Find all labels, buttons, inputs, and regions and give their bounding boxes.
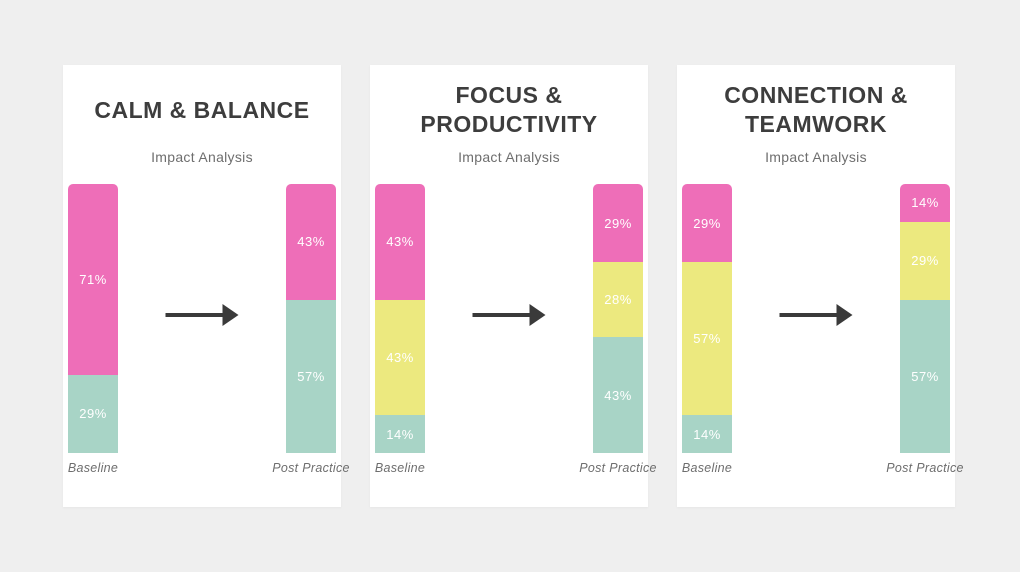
bar-segment-teal: 57% xyxy=(286,299,336,453)
arrow-head xyxy=(222,304,239,326)
bar-segment-teal: 43% xyxy=(593,337,643,453)
bar-segment-teal: 14% xyxy=(375,415,425,453)
arrow-line xyxy=(779,313,837,317)
baseline-label: Baseline xyxy=(374,461,426,475)
segment-percentage-label: 14% xyxy=(911,195,939,211)
segment-percentage-label: 43% xyxy=(386,234,414,250)
bar-segment-pink: 71% xyxy=(68,184,118,375)
bar-segment-teal: 29% xyxy=(68,374,118,453)
post-practice-bar: 29% 28% 43% xyxy=(593,184,643,453)
segment-percentage-label: 29% xyxy=(604,215,632,231)
axis-labels: Baseline Post Practice xyxy=(677,461,964,475)
segment-percentage-label: 71% xyxy=(79,271,107,287)
post-practice-bar: 43% 57% xyxy=(286,184,336,453)
bar-segment-yellow: 57% xyxy=(682,262,732,416)
segment-percentage-label: 43% xyxy=(604,387,632,403)
bar-segment-teal: 57% xyxy=(900,299,950,453)
segment-percentage-label: 29% xyxy=(79,406,107,422)
post-practice-label: Post Practice xyxy=(579,461,657,475)
arrow-right-icon xyxy=(165,304,239,326)
bar-segment-pink: 29% xyxy=(593,184,643,262)
arrow-line xyxy=(165,313,223,317)
bar-segment-teal: 14% xyxy=(682,415,732,453)
segment-percentage-label: 57% xyxy=(911,368,939,384)
card-subtitle: Impact Analysis xyxy=(765,149,867,165)
segment-percentage-label: 43% xyxy=(297,234,325,250)
baseline-label: Baseline xyxy=(681,461,733,475)
post-practice-bar: 14% 29% 57% xyxy=(900,184,950,453)
axis-labels: Baseline Post Practice xyxy=(63,461,350,475)
card-subtitle: Impact Analysis xyxy=(458,149,560,165)
segment-percentage-label: 14% xyxy=(386,426,414,442)
bar-segment-yellow: 43% xyxy=(375,299,425,416)
card-subtitle: Impact Analysis xyxy=(151,149,253,165)
segment-percentage-label: 57% xyxy=(297,368,325,384)
segment-percentage-label: 43% xyxy=(386,349,414,365)
bar-segment-pink: 43% xyxy=(375,184,425,300)
bar-segment-pink: 43% xyxy=(286,184,336,300)
arrow-right-icon xyxy=(472,304,546,326)
baseline-bar: 71% 29% xyxy=(68,184,118,453)
axis-labels: Baseline Post Practice xyxy=(370,461,657,475)
arrow-head xyxy=(836,304,853,326)
segment-percentage-label: 28% xyxy=(604,292,632,308)
baseline-label: Baseline xyxy=(67,461,119,475)
card-focus-productivity: FOCUS & PRODUCTIVITY Impact Analysis 43%… xyxy=(370,65,657,507)
segment-percentage-label: 29% xyxy=(693,215,721,231)
arrow-head xyxy=(529,304,546,326)
arrow-right-icon xyxy=(779,304,853,326)
bar-segment-pink: 14% xyxy=(900,184,950,222)
baseline-bar: 43% 43% 14% xyxy=(375,184,425,453)
stacked-bar-chart: 71% 29% 43% 57% xyxy=(63,184,341,453)
bar-segment-yellow: 29% xyxy=(900,221,950,300)
segment-percentage-label: 14% xyxy=(693,426,721,442)
card-title: CALM & BALANCE xyxy=(94,96,310,123)
card-title: FOCUS & PRODUCTIVITY xyxy=(420,82,598,137)
arrow-line xyxy=(472,313,530,317)
bar-segment-pink: 29% xyxy=(682,184,732,262)
card-calm-balance: CALM & BALANCE Impact Analysis 71% 29% 43… xyxy=(63,65,350,507)
card-title: CONNECTION & TEAMWORK xyxy=(724,82,908,137)
baseline-bar: 29% 57% 14% xyxy=(682,184,732,453)
segment-percentage-label: 57% xyxy=(693,331,721,347)
post-practice-label: Post Practice xyxy=(272,461,350,475)
stacked-bar-chart: 43% 43% 14% 29% 28% 43% xyxy=(370,184,648,453)
card-connection-teamwork: CONNECTION & TEAMWORK Impact Analysis 29… xyxy=(677,65,964,507)
segment-percentage-label: 29% xyxy=(911,253,939,269)
post-practice-label: Post Practice xyxy=(886,461,964,475)
stacked-bar-chart: 29% 57% 14% 14% 29% 57% xyxy=(677,184,955,453)
bar-segment-yellow: 28% xyxy=(593,262,643,338)
